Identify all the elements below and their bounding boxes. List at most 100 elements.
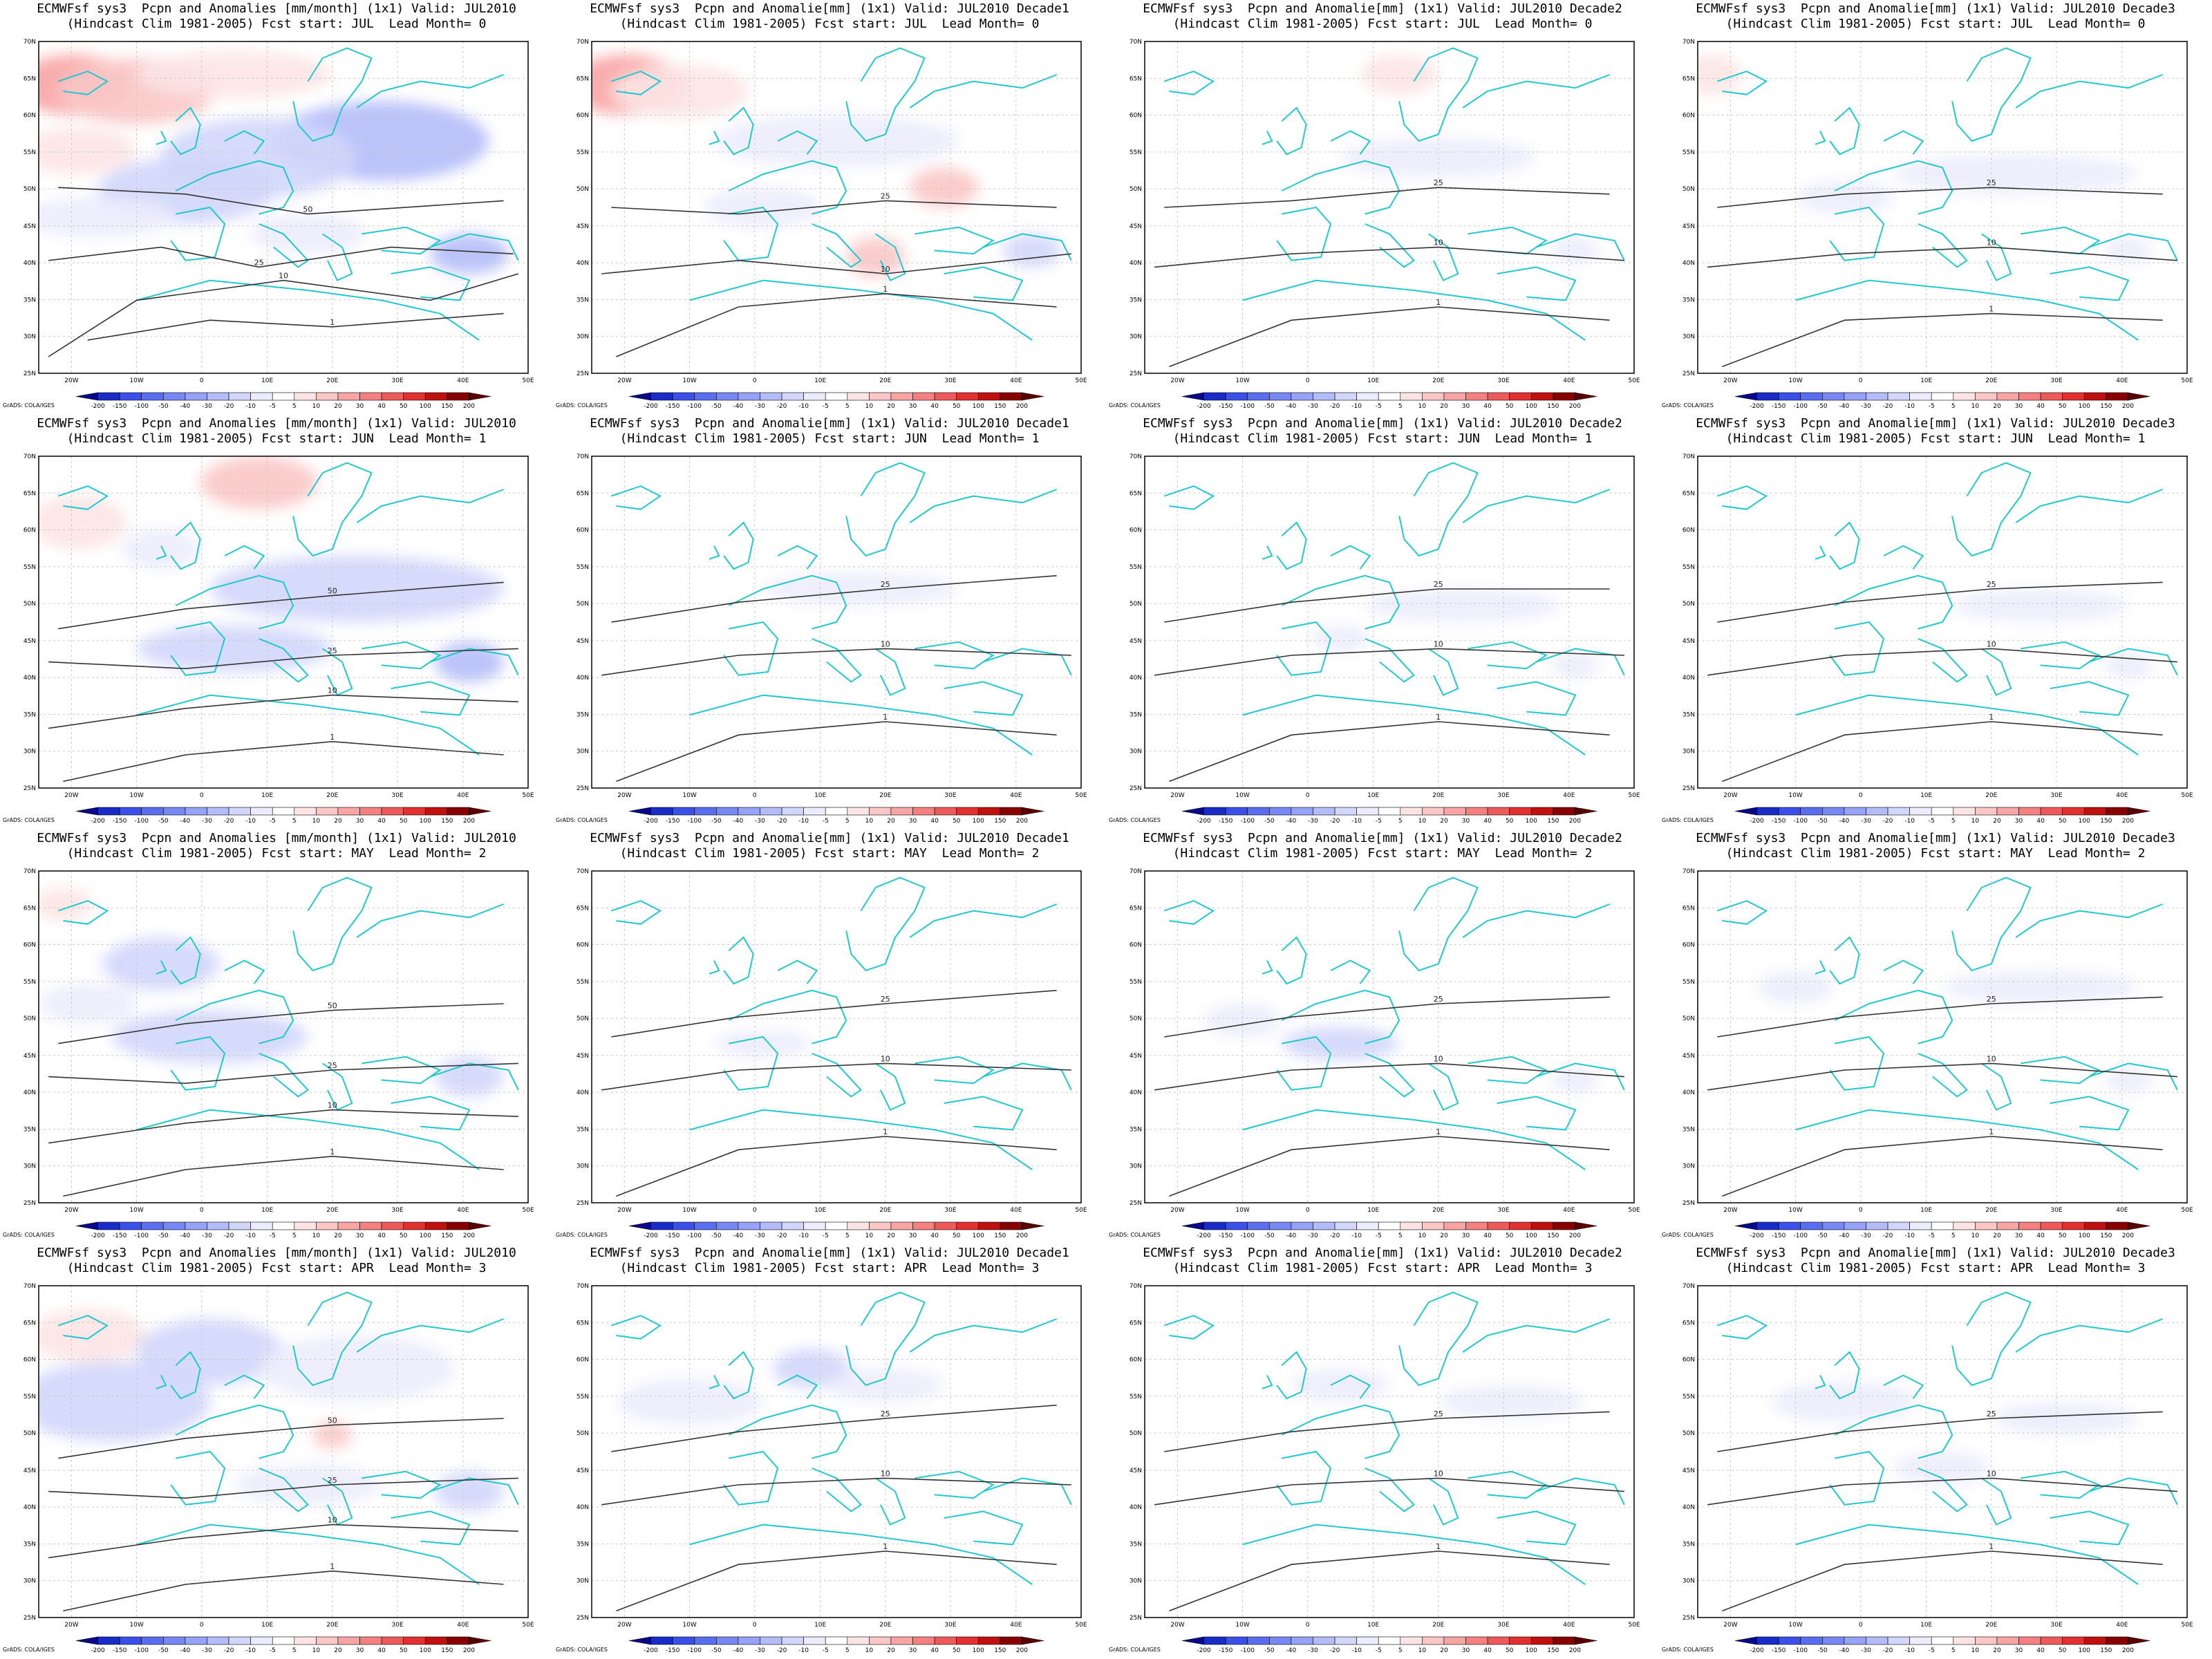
coastline [57,71,109,95]
colorbar-swatch [2106,1221,2128,1230]
contour-label: 10 [279,272,288,281]
colorbar-swatch [1575,807,1597,816]
colorbar-swatch [97,1636,120,1645]
colorbar-swatch [403,392,426,401]
colorbar-swatch [469,392,491,401]
coastline [175,989,294,1044]
map-panel: ECMWFsf sys3 Pcpn and Anomalie[mm] (1x1)… [1659,415,2212,830]
colorbar-swatch [163,807,186,816]
colorbar-swatch [1334,392,1357,401]
panel-subtitle: (Hindcast Clim 1981-2005) Fcst start: JU… [619,431,1040,446]
colorbar-label: 40 [1483,403,1492,410]
colorbar-label: 10 [1971,403,1980,410]
colorbar-swatch [1247,807,1270,816]
colorbar-swatch [2128,807,2150,816]
colorbar-swatch [424,1636,448,1645]
longitude-label: 20E [1432,792,1444,799]
longitude-label: 0 [200,792,204,799]
colorbar-label: -30 [755,1647,765,1654]
colorbar-label: -100 [1241,1647,1255,1654]
negative-anomaly-area [1771,1382,1918,1422]
coastline [812,1053,862,1098]
longitude-label: 10W [682,1207,696,1214]
panel-subtitle: (Hindcast Clim 1981-2005) Fcst start: JU… [1172,17,1593,31]
contour-label: 50 [328,1002,337,1011]
colorbar-label: -150 [113,403,127,410]
colorbar-label: 10 [865,1647,874,1654]
longitude-label: 30E [1497,1622,1509,1629]
coastline [1365,1053,1415,1098]
positive-anomaly-area [39,496,127,550]
map-panel: ECMWFsf sys3 Pcpn and Anomalies [mm/mont… [0,830,553,1244]
colorbar-label: -50 [1264,1232,1275,1239]
colorbar-swatch [672,1221,695,1230]
longitude-label: 40E [1010,792,1022,799]
panel-title: ECMWFsf sys3 Pcpn and Anomalie[mm] (1x1)… [1143,1,1622,16]
climatology-contour [1154,648,1624,676]
longitude-label: 50E [1075,1207,1087,1214]
colorbar-swatch [2106,392,2128,401]
latitude-label: 60N [1130,1357,1142,1364]
contour-label: 1 [330,733,335,742]
colorbar-swatch [1022,1636,1044,1645]
grads-credit: GrADS: COLA/IGES [556,817,608,823]
colorbar-swatch [1953,1221,1976,1230]
longitude-label: 50E [2181,1622,2193,1629]
map-plot: 502510170N65N60N55N50N45N40N35N30N25N20W… [3,1283,534,1654]
latitude-label: 35N [1683,711,1695,718]
latitude-label: 40N [577,260,589,267]
coastline [1918,638,1968,683]
longitude-label: 0 [1859,1207,1863,1214]
colorbar-label: -30 [755,403,765,410]
climatology-contour [87,312,504,341]
coastline [1951,462,2032,557]
longitude-label: 0 [753,1622,757,1629]
coastline [1829,1351,1860,1400]
colorbar-label: -100 [135,403,149,410]
longitude-label: 0 [1306,377,1310,384]
colorbar-swatch [825,1636,848,1645]
coastline [944,1096,1024,1131]
coastline [944,266,1024,301]
climatology-contour [1164,996,1610,1038]
colorbar-label: -20 [224,1647,234,1654]
longitude-label: 40E [457,792,469,799]
colorbar-swatch [2018,392,2041,401]
coastline [1918,1053,1968,1098]
panel-title: ECMWFsf sys3 Pcpn and Anomalie[mm] (1x1)… [590,831,1069,845]
coastline [1276,936,1307,985]
longitude-label: 0 [200,1622,204,1629]
coastline [1834,989,1953,1044]
longitude-label: 30E [1497,792,1509,799]
coastline [610,1315,662,1340]
coastline [723,1035,779,1091]
colorbar-swatch [1530,807,1554,816]
colorbar-label: -200 [91,1647,105,1654]
colorbar-label: 5 [845,818,850,825]
longitude-label: 20W [64,792,78,799]
latitude-label: 25N [1683,1200,1695,1207]
longitude-label: 10W [129,377,143,384]
colorbar-label: -10 [1351,1647,1362,1654]
colorbar-label: -5 [823,1232,829,1239]
colorbar-label: 200 [1569,403,1581,410]
coastline [812,1468,862,1512]
coastline [1468,1056,1548,1085]
latitude-label: 55N [1683,149,1695,156]
climatology-contour [1722,1136,2163,1197]
contour-label: 1 [883,1542,888,1551]
positive-anomaly-area [39,1309,147,1362]
longitude-label: 0 [1306,1207,1310,1214]
coastline [1276,1035,1332,1091]
colorbar-swatch [1269,392,1292,401]
colorbar-label: 50 [400,403,408,410]
longitude-label: 10W [129,1207,143,1214]
coastline [1883,1374,1924,1399]
colorbar-label: 40 [2036,818,2045,825]
colorbar-label: -20 [1883,1232,1893,1239]
coastline [1242,1524,1586,1585]
colorbar-swatch [1225,1221,1248,1230]
latitude-label: 25N [24,1200,36,1207]
coastline [356,74,504,109]
colorbar-swatch [1487,1636,1510,1645]
